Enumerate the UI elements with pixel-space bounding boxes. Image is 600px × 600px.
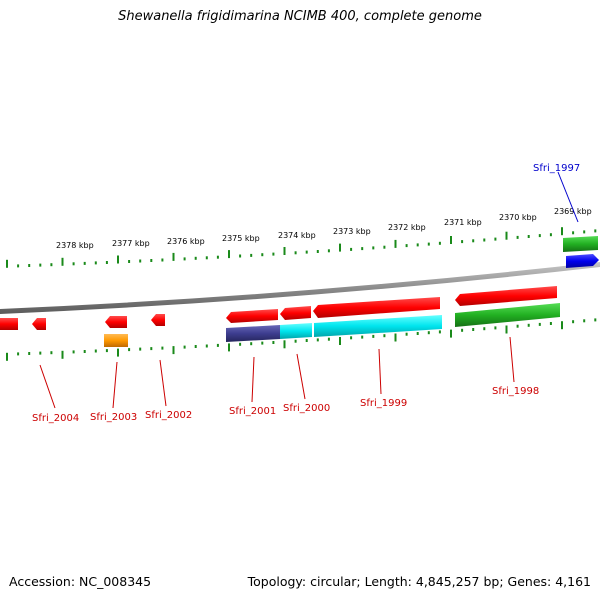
gene-sfri-2004[interactable]	[32, 318, 46, 330]
forward-strand-features	[0, 286, 557, 330]
gene-label-sfri-2000: Sfri_2000	[283, 403, 330, 414]
gene-sfri-1998-cds[interactable]	[455, 303, 560, 327]
scale-label: 2374 kbp	[278, 231, 316, 240]
label-leaders	[39, 336, 515, 409]
scale-label: 2378 kbp	[56, 241, 94, 250]
scale-label: 2369 kbp	[554, 207, 592, 216]
gene-sfri-1997[interactable]	[566, 254, 599, 268]
scale-label: 2371 kbp	[444, 218, 482, 227]
gene-sfri-2002[interactable]	[151, 314, 165, 326]
reverse-strand-features	[104, 236, 599, 347]
gene-label-sfri-2003: Sfri_2003	[90, 412, 137, 423]
lower-scale-ticks	[6, 318, 597, 361]
gene-label-sfri-2004: Sfri_2004	[32, 413, 79, 424]
gene-sfri-2004-left[interactable]	[0, 318, 18, 330]
gene-sfri-2000[interactable]	[280, 306, 311, 320]
gene-label-sfri-1997: Sfri_1997	[533, 163, 580, 174]
gene-sfri-2003[interactable]	[105, 316, 127, 328]
label-leader-sfri-1997	[557, 171, 579, 223]
scale-label: 2377 kbp	[112, 239, 150, 248]
map-title: Shewanella frigidimarina NCIMB 400, comp…	[118, 9, 482, 24]
genome-backbone	[0, 262, 600, 314]
scale-label: 2376 kbp	[167, 237, 205, 246]
gene-sfri-1999[interactable]	[313, 297, 440, 318]
gene-label-sfri-1998: Sfri_1998	[492, 386, 539, 397]
upper-scale-ticks	[6, 227, 597, 268]
gene-label-sfri-1999: Sfri_1999	[360, 398, 407, 409]
gene-label-sfri-2002: Sfri_2002	[145, 410, 192, 421]
gene-sfri-1997-cds[interactable]	[563, 236, 598, 252]
gene-sfri-1998[interactable]	[455, 286, 557, 306]
gene-sfri-2003-cds[interactable]	[104, 334, 128, 347]
genome-summary-text: Topology: circular; Length: 4,845,257 bp…	[247, 574, 591, 589]
accession-text: Accession: NC_008345	[9, 574, 152, 589]
scale-label: 2370 kbp	[499, 213, 537, 222]
scale-label: 2372 kbp	[388, 223, 426, 232]
gene-label-sfri-2001: Sfri_2001	[229, 406, 276, 417]
gene-sfri-2001-cds[interactable]	[226, 325, 280, 342]
scale-label: 2373 kbp	[333, 227, 371, 236]
gene-sfri-2001[interactable]	[226, 309, 278, 323]
gene-sfri-2000-cds[interactable]	[280, 323, 312, 339]
scale-label: 2375 kbp	[222, 234, 260, 243]
gene-sfri-1999-cds[interactable]	[314, 315, 442, 337]
